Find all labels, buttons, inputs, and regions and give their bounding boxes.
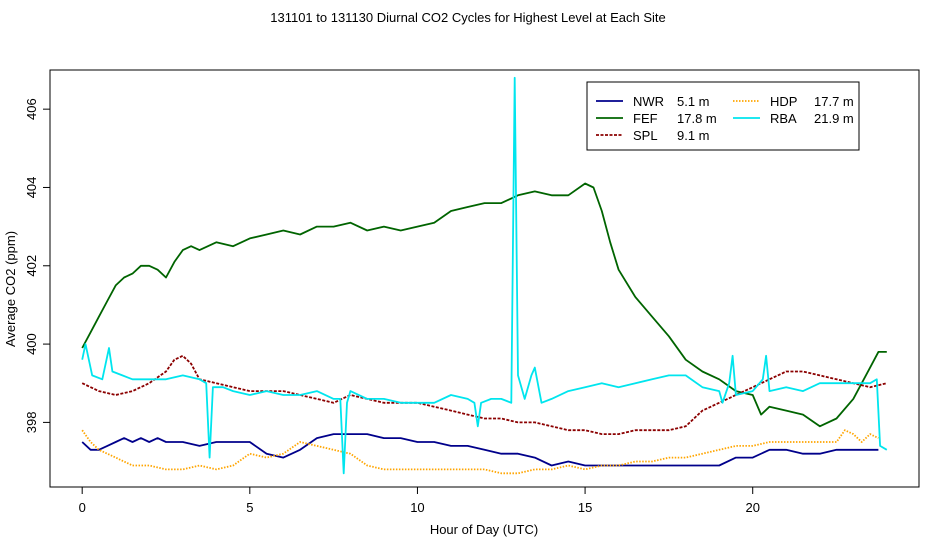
y-axis-label: Average CO2 (ppm) bbox=[3, 231, 18, 347]
legend-label-site: RBA bbox=[770, 111, 797, 126]
legend-label-height: 21.9 m bbox=[814, 111, 854, 126]
legend-label-height: 17.7 m bbox=[814, 94, 854, 109]
legend-label-height: 9.1 m bbox=[677, 128, 710, 143]
series-line-rba bbox=[81, 76, 888, 475]
legend-box bbox=[586, 81, 860, 151]
legend-label-height: 17.8 m bbox=[677, 111, 717, 126]
x-axis-label: Hour of Day (UTC) bbox=[430, 522, 538, 537]
y-axis: 398 400 402 404 406 bbox=[24, 98, 51, 434]
legend-label-site: HDP bbox=[770, 94, 797, 109]
y-tick-label: 406 bbox=[24, 98, 39, 120]
y-tick-label: 402 bbox=[24, 255, 39, 277]
x-tick-label: 15 bbox=[578, 500, 592, 515]
legend-label-site: NWR bbox=[633, 94, 664, 109]
series-line-spl bbox=[81, 354, 888, 435]
legend-label-site: FEF bbox=[633, 111, 658, 126]
series-line-fef bbox=[81, 182, 887, 428]
y-tick-label: 404 bbox=[24, 177, 39, 199]
series-line-nwr bbox=[81, 433, 879, 467]
x-tick-label: 0 bbox=[79, 500, 86, 515]
y-tick-label: 400 bbox=[24, 333, 39, 355]
legend-label-height: 5.1 m bbox=[677, 94, 710, 109]
x-tick-label: 20 bbox=[745, 500, 759, 515]
x-tick-label: 5 bbox=[246, 500, 253, 515]
series-line-hdp bbox=[81, 429, 879, 475]
series-layer bbox=[81, 76, 888, 475]
chart-title: 131101 to 131130 Diurnal CO2 Cycles for … bbox=[270, 10, 666, 25]
legend-label-site: SPL bbox=[633, 128, 658, 143]
legend: NWR 5.1 m FEF 17.8 m SPL 9.1 m HDP 17.7 m RBA 21.… bbox=[586, 81, 860, 151]
x-tick-label: 10 bbox=[410, 500, 424, 515]
y-tick-label: 398 bbox=[24, 412, 39, 434]
x-axis: 0 5 10 15 20 bbox=[79, 486, 760, 515]
